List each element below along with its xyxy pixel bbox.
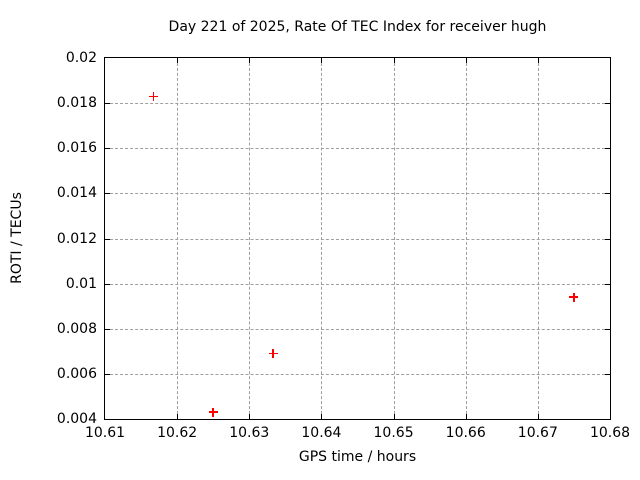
x-tick-label: 10.64 [301, 425, 342, 441]
x-tick-label: 10.66 [445, 425, 486, 441]
y-tick-mark [605, 193, 610, 195]
y-tick-mark [105, 283, 110, 285]
x-tick-mark [177, 414, 179, 419]
x-tick-mark [177, 58, 179, 63]
y-tick-mark [605, 238, 610, 240]
y-tick-mark [105, 193, 110, 195]
x-tick-label: 10.68 [589, 425, 631, 441]
y-tick-label: 0.014 [56, 185, 97, 202]
y-tick-label: 0.01 [65, 275, 97, 292]
x-tick-mark [249, 58, 251, 63]
data-point-marker [148, 91, 158, 101]
y-tick-mark [605, 328, 610, 330]
y-tick-label: 0.02 [65, 50, 97, 66]
grid-line-horizontal [105, 103, 610, 105]
y-tick-mark [605, 103, 610, 105]
grid-line-horizontal [105, 238, 610, 240]
grid-line-horizontal [105, 193, 610, 195]
x-tick-label: 10.67 [517, 425, 558, 441]
x-tick-mark [465, 58, 467, 63]
grid-line-horizontal [105, 373, 610, 375]
y-tick-label: 0.008 [56, 320, 97, 337]
x-tick-mark [393, 414, 395, 419]
y-tick-label: 0.004 [56, 411, 97, 427]
y-tick-mark [105, 238, 110, 240]
x-tick-mark [537, 58, 539, 63]
data-point-marker [569, 292, 579, 302]
grid-line-horizontal [105, 283, 610, 285]
x-tick-mark [249, 414, 251, 419]
x-tick-mark [537, 414, 539, 419]
y-tick-label: 0.012 [56, 230, 97, 247]
y-tick-label: 0.006 [56, 365, 97, 382]
grid-line-horizontal [105, 148, 610, 150]
data-point-marker [208, 407, 218, 417]
x-tick-label: 10.65 [373, 425, 414, 441]
x-tick-label: 10.61 [84, 425, 126, 441]
y-axis-label: ROTI / TECUs [9, 192, 25, 284]
y-tick-mark [605, 373, 610, 375]
plot-area: 10.61 10.62 10.63 10.64 10.65 10.66 10.67 10.68… [57, 50, 630, 441]
y-tick-mark [105, 148, 110, 150]
chart-title: Day 221 of 2025, Rate Of TEC Index for r… [168, 19, 547, 35]
y-tick-mark [105, 373, 110, 375]
y-tick-label: 0.016 [56, 140, 97, 157]
x-tick-mark [465, 414, 467, 419]
y-tick-mark [105, 103, 110, 105]
y-tick-mark [605, 283, 610, 285]
x-tick-mark [321, 414, 323, 419]
y-tick-mark [105, 328, 110, 330]
x-tick-label: 10.63 [229, 425, 270, 441]
data-point-marker [268, 349, 278, 359]
y-tick-label: 0.018 [56, 95, 97, 112]
y-tick-mark [605, 148, 610, 150]
x-tick-mark [393, 58, 395, 63]
x-tick-label: 10.62 [157, 425, 198, 441]
x-tick-mark [321, 58, 323, 63]
grid-line-horizontal [105, 328, 610, 330]
x-axis-label: GPS time / hours [298, 449, 417, 465]
